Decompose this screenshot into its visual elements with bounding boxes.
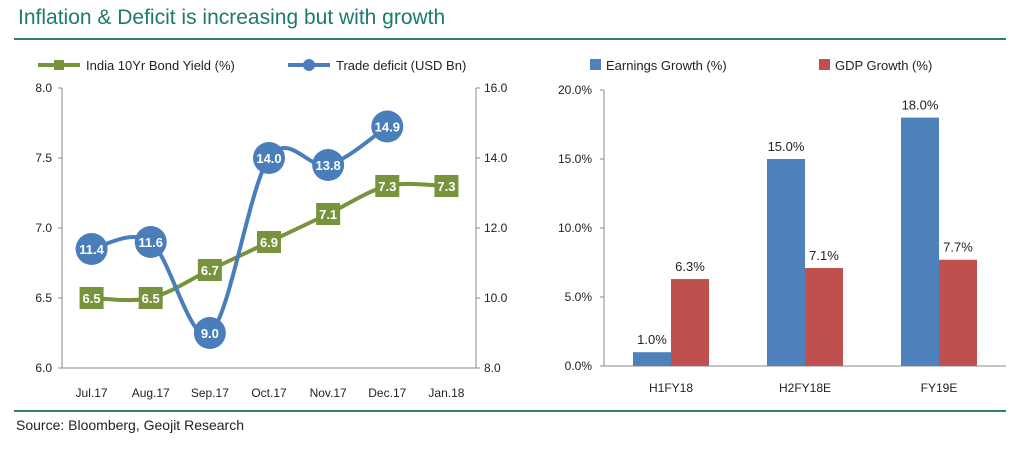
x-tick-label: Oct.17 xyxy=(251,386,287,400)
right-y-tick-label: 14.0 xyxy=(484,151,508,165)
x-tick-label: Dec.17 xyxy=(368,386,406,400)
left-y-tick-label: 8.0 xyxy=(35,81,52,95)
trade-deficit-marker xyxy=(312,149,345,181)
right-y-tick-label: 8.0 xyxy=(484,361,501,375)
legend-bond-yield-label: India 10Yr Bond Yield (%) xyxy=(86,58,235,73)
trade-deficit-marker xyxy=(253,142,285,174)
bar-y-tick-label: 15.0% xyxy=(558,152,592,166)
bond-yield-marker xyxy=(375,175,400,197)
right-y-tick-label: 16.0 xyxy=(484,81,508,95)
earnings-growth-label: 1.0% xyxy=(637,332,667,347)
trade-deficit-label: 11.4 xyxy=(79,242,104,257)
trade-deficit-label: 14.0 xyxy=(256,151,281,166)
bar-y-tick-label: 20.0% xyxy=(558,83,592,97)
footer-divider xyxy=(14,410,1006,412)
earnings-growth-bar xyxy=(901,117,939,366)
x-tick-label: Jul.17 xyxy=(76,386,108,400)
legend-gdp-growth-swatch xyxy=(819,59,830,70)
bond-yield-marker xyxy=(316,203,341,225)
bond-yield-label: 6.5 xyxy=(83,291,101,306)
gdp-growth-bar xyxy=(805,268,843,366)
gdp-growth-bar xyxy=(939,259,977,366)
bond-yield-marker xyxy=(257,231,281,253)
bond-yield-marker xyxy=(434,175,459,197)
gdp-growth-bar xyxy=(671,279,709,366)
gdp-growth-label: 7.1% xyxy=(809,248,839,263)
bond-yield-label: 6.5 xyxy=(142,291,160,306)
bond-yield-label: 7.3 xyxy=(437,179,455,194)
source-note: Source: Bloomberg, Geojit Research xyxy=(16,417,244,433)
earnings-growth-bar xyxy=(767,159,805,366)
trade-deficit-marker xyxy=(134,226,167,258)
trade-deficit-marker xyxy=(371,110,404,143)
left-y-tick-label: 7.5 xyxy=(35,151,52,165)
bond-yield-marker xyxy=(79,287,104,309)
title-divider xyxy=(14,38,1006,40)
right-y-tick-label: 10.0 xyxy=(484,291,508,305)
x-tick-label: Sep.17 xyxy=(191,386,229,400)
page-title: Inflation & Deficit is increasing but wi… xyxy=(18,6,446,29)
earnings-growth-label: 15.0% xyxy=(768,139,805,154)
earnings-growth-bar xyxy=(633,352,671,366)
trade-deficit-label: 14.9 xyxy=(375,120,400,135)
legend-earnings-growth-label: Earnings Growth (%) xyxy=(606,58,727,73)
legend-trade-deficit-marker xyxy=(303,59,315,71)
gdp-growth-label: 6.3% xyxy=(675,259,705,274)
bar-x-tick-label: H1FY18 xyxy=(649,381,693,395)
trade-deficit-label: 9.0 xyxy=(201,326,219,341)
left-y-tick-label: 6.0 xyxy=(35,361,52,375)
left-y-tick-label: 6.5 xyxy=(35,291,52,305)
bond-yield-marker xyxy=(138,287,163,309)
bond-yield-marker xyxy=(197,259,222,281)
trade-deficit-marker xyxy=(193,317,226,349)
bar-y-tick-label: 10.0% xyxy=(558,221,592,235)
bond-yield-label: 7.3 xyxy=(378,179,396,194)
trade-deficit-label: 11.6 xyxy=(138,235,163,250)
x-tick-label: Nov.17 xyxy=(310,386,347,400)
bar-y-tick-label: 5.0% xyxy=(565,290,593,304)
x-tick-label: Jan.18 xyxy=(428,386,464,400)
bond-yield-label: 6.7 xyxy=(201,263,219,278)
bar-x-tick-label: FY19E xyxy=(921,381,958,395)
legend-trade-deficit-label: Trade deficit (USD Bn) xyxy=(336,58,466,73)
gdp-growth-label: 7.7% xyxy=(943,240,973,255)
bar-y-tick-label: 0.0% xyxy=(565,359,593,373)
trade-deficit-marker xyxy=(75,233,108,265)
legend-earnings-growth-swatch xyxy=(590,59,601,70)
trade-deficit-label: 13.8 xyxy=(315,158,340,173)
legend-gdp-growth-label: GDP Growth (%) xyxy=(835,58,932,73)
bond-yield-label: 7.1 xyxy=(319,207,337,222)
bar-x-tick-label: H2FY18E xyxy=(779,381,831,395)
bond-yield-label: 6.9 xyxy=(260,235,278,250)
x-tick-label: Aug.17 xyxy=(132,386,170,400)
legend-bond-yield-marker xyxy=(54,60,64,70)
earnings-growth-label: 18.0% xyxy=(902,98,939,113)
left-y-tick-label: 7.0 xyxy=(35,221,52,235)
right-y-tick-label: 12.0 xyxy=(484,221,508,235)
